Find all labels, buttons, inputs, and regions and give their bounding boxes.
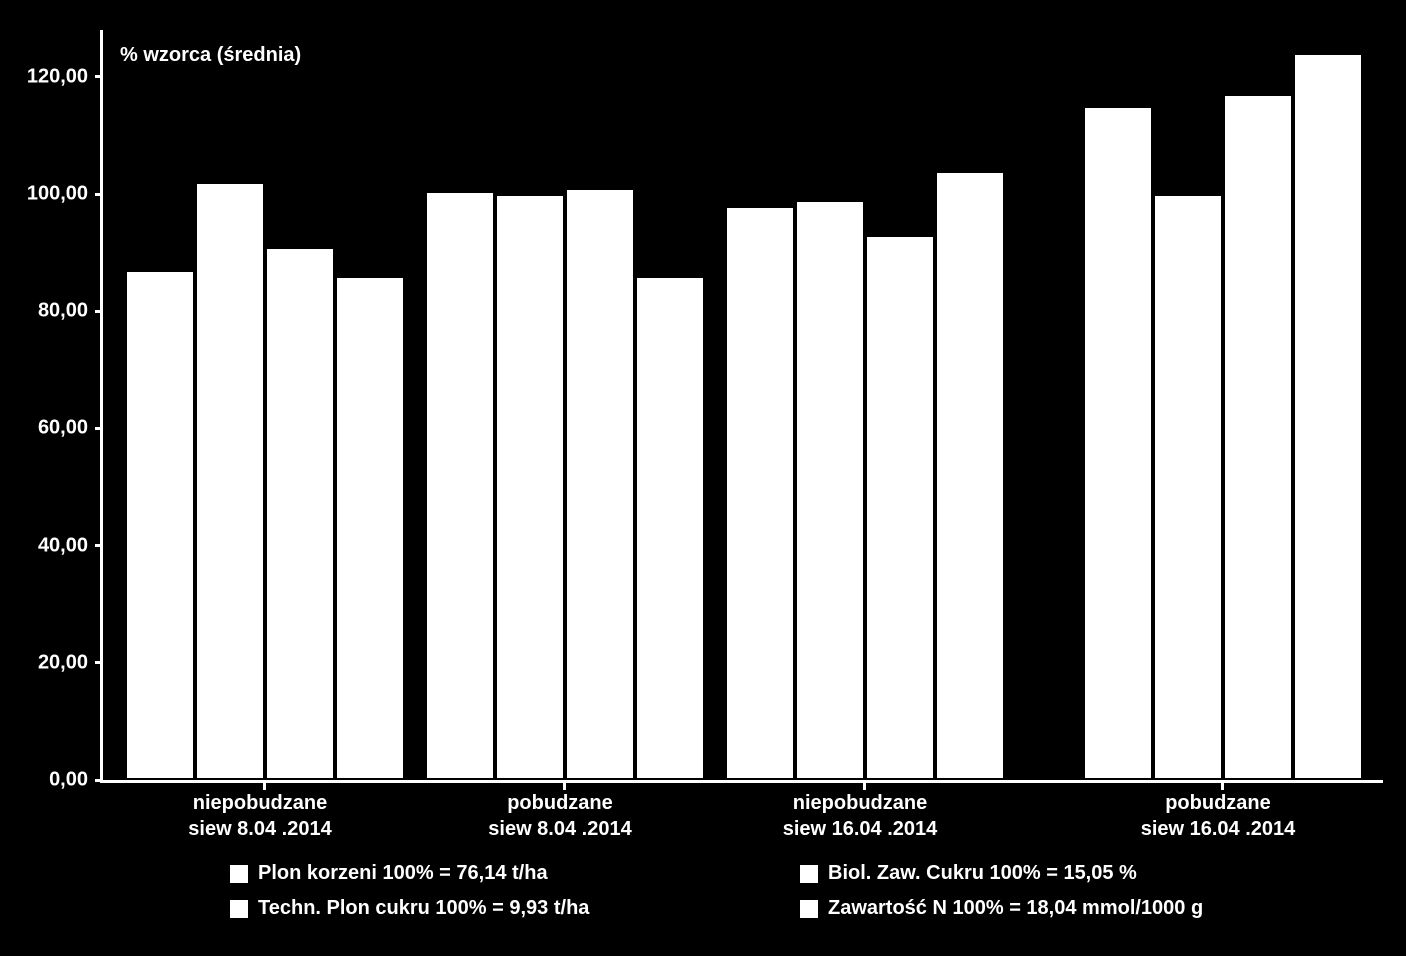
y-tick-label: 20,00	[8, 651, 88, 674]
x-label-line1: niepobudzane	[193, 792, 327, 814]
y-tick-label: 40,00	[8, 534, 88, 557]
bar	[1293, 53, 1363, 780]
chart-container: % wzorca (średnia) 0,00 20,00 40,00 60,0…	[0, 0, 1406, 956]
y-tick-mark	[95, 661, 103, 664]
y-tick-label: 60,00	[8, 417, 88, 440]
y-tick-label: 120,00	[8, 65, 88, 88]
bar	[495, 194, 565, 780]
bar	[1153, 194, 1223, 780]
legend-item: Plon korzeni 100% = 76,14 t/ha	[230, 862, 760, 885]
bar	[795, 200, 865, 780]
bar-group	[125, 182, 405, 780]
legend-swatch-icon	[230, 900, 248, 918]
y-tick-mark	[95, 193, 103, 196]
legend-label: Techn. Plon cukru 100% = 9,93 t/ha	[258, 897, 589, 920]
x-group-label: niepobudzane siew 8.04 .2014	[120, 790, 400, 842]
bar-group	[725, 171, 1005, 780]
x-tick-mark	[1221, 780, 1224, 790]
bar	[125, 270, 195, 780]
x-group-label: niepobudzane siew 16.04 .2014	[720, 790, 1000, 842]
x-group-label: pobudzane siew 16.04 .2014	[1078, 790, 1358, 842]
x-group-label: pobudzane siew 8.04 .2014	[420, 790, 700, 842]
y-tick-mark	[95, 544, 103, 547]
y-tick-mark	[95, 310, 103, 313]
x-label-line2: siew 8.04 .2014	[488, 818, 631, 840]
legend-item: Zawartość N 100% = 18,04 mmol/1000 g	[800, 897, 1330, 920]
bar	[195, 182, 265, 780]
legend-label: Biol. Zaw. Cukru 100% = 15,05 %	[828, 862, 1137, 885]
bar	[865, 235, 935, 780]
x-label-line2: siew 16.04 .2014	[1141, 818, 1296, 840]
x-label-line1: pobudzane	[507, 792, 613, 814]
y-tick-label: 80,00	[8, 300, 88, 323]
bar	[425, 191, 495, 780]
legend-swatch-icon	[230, 865, 248, 883]
x-label-line1: pobudzane	[1165, 792, 1271, 814]
bar	[725, 206, 795, 780]
legend-swatch-icon	[800, 900, 818, 918]
legend-item: Biol. Zaw. Cukru 100% = 15,05 %	[800, 862, 1330, 885]
bar	[935, 171, 1005, 780]
bar-group	[425, 188, 705, 780]
x-tick-mark	[263, 780, 266, 790]
x-tick-mark	[563, 780, 566, 790]
x-label-line2: siew 8.04 .2014	[188, 818, 331, 840]
y-tick-mark	[95, 779, 103, 782]
bar	[1083, 106, 1153, 780]
bar	[635, 276, 705, 780]
x-label-line2: siew 16.04 .2014	[783, 818, 938, 840]
y-tick-label: 100,00	[8, 183, 88, 206]
legend-item: Techn. Plon cukru 100% = 9,93 t/ha	[230, 897, 760, 920]
legend-swatch-icon	[800, 865, 818, 883]
legend: Plon korzeni 100% = 76,14 t/ha Biol. Zaw…	[230, 862, 1330, 920]
y-tick-label: 0,00	[8, 769, 88, 792]
plot-area	[100, 30, 1383, 783]
legend-label: Zawartość N 100% = 18,04 mmol/1000 g	[828, 897, 1203, 920]
bar	[1223, 94, 1293, 780]
x-label-line1: niepobudzane	[793, 792, 927, 814]
bar-group	[1083, 53, 1363, 780]
y-tick-mark	[95, 75, 103, 78]
bar	[335, 276, 405, 780]
y-tick-mark	[95, 427, 103, 430]
legend-label: Plon korzeni 100% = 76,14 t/ha	[258, 862, 548, 885]
bar	[265, 247, 335, 780]
x-tick-mark	[863, 780, 866, 790]
bar	[565, 188, 635, 780]
